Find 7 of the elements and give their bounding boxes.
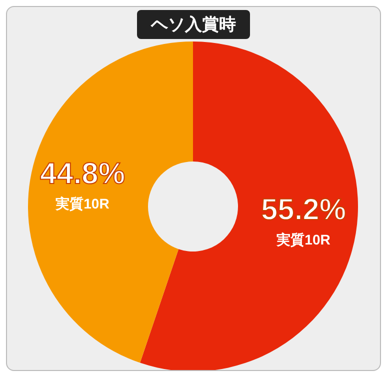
slice-label: 実質10R (276, 232, 330, 248)
data-label: 55.2% (260, 194, 346, 227)
slice-label: 実質10R (56, 195, 110, 212)
data-label: 44.8% (40, 157, 126, 190)
chart-title: ヘソ入賞時 (137, 10, 250, 38)
donut-slice (140, 42, 358, 370)
donut-slice (28, 42, 193, 363)
